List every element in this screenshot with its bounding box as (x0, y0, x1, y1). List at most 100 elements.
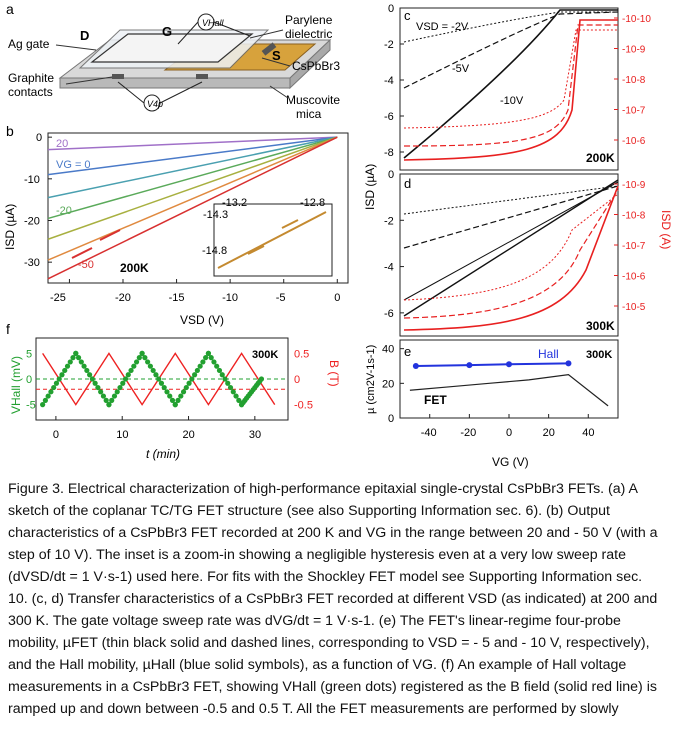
f-vhall-point (169, 397, 176, 403)
f-vhall-point (214, 363, 220, 369)
graphite-contact-2 (196, 74, 208, 79)
cd-rtick-label: -10-6 (622, 136, 646, 147)
b-xtick-label: -5 (276, 292, 286, 304)
d-black-solid (403, 179, 619, 317)
e-hall-point (506, 361, 512, 368)
e-fet-label: FET (424, 393, 447, 407)
b-xtick-label: -15 (169, 292, 185, 304)
b-temp: 200K (120, 261, 149, 275)
f-vhall-point (78, 359, 84, 365)
v4p-wire-2 (159, 81, 203, 104)
b-label-m20: -20 (56, 205, 72, 217)
b-inset-arrow-2 (281, 219, 299, 229)
f-vhall-point (40, 402, 46, 408)
f-vhall-point (172, 402, 178, 408)
f-vhall-point (51, 384, 57, 391)
c-ticks: 0 -2 -4 -6 -8 -10-10 -10-9 -10-8 -10-7 -10-6 (384, 3, 651, 159)
b-xtick-label: 0 (334, 292, 340, 304)
b-series-line (47, 136, 338, 151)
f-xlabel: t (min) (146, 447, 180, 461)
e-ytick-label: 0 (388, 413, 394, 425)
caption-line: sketch of the coplanar TC/TG FET structu… (8, 503, 610, 519)
caption-line: characteristics of a CsPbBr3 FET recorde… (8, 525, 658, 541)
b-inset-line (217, 211, 327, 269)
muscovite-label-2: mica (296, 107, 322, 121)
cd-rtick-label: -10-7 (622, 241, 646, 252)
c-red-dashed (403, 24, 618, 147)
panel-d: d 300K 0 -2 -4 -6 -10-9 -10-8 -10-7 -10-6 -10-5 (384, 169, 646, 337)
panel-a-letter: a (6, 1, 14, 17)
cd-ylabel-right: ISD (A) (659, 210, 673, 249)
e-temp: 300K (586, 349, 612, 361)
e-hall-point (466, 362, 473, 369)
cd-ytick-label: 0 (388, 3, 394, 15)
muscovite-label-1: Muscovite (286, 93, 340, 107)
b-series-line (47, 136, 338, 176)
f-series (36, 350, 288, 408)
e-hall-point (412, 363, 419, 369)
panel-b: b -20 -15 -10 -5 00-10-20-30 20 VG = 0 -20 -… (3, 123, 349, 327)
f-vhall-point (103, 397, 109, 403)
vhall-wire (213, 21, 251, 37)
b-xtick-label: -20 (115, 292, 131, 304)
cd-rtick-label: -10-8 (622, 75, 646, 86)
d-red-solid (403, 185, 619, 331)
g-label: G (162, 24, 172, 39)
f-vhall-point (203, 355, 209, 361)
f-vhall-point (128, 367, 134, 374)
e-ytick-label: 40 (382, 344, 394, 356)
caption-line: ramped up and down between -0.5 and 0.5 … (8, 701, 619, 717)
cd-rtick-label: -10-8 (622, 211, 646, 222)
e-series (409, 360, 609, 407)
f-vhall-point (258, 376, 265, 382)
cd-ytick-label: -6 (384, 111, 394, 123)
c-vsd-label: VSD = -2V (416, 21, 469, 33)
e-hall-point (565, 360, 572, 367)
f-ylabel: VHall (mV) (9, 356, 23, 414)
f-vhall-point (114, 389, 120, 395)
panel-c-letter: c (404, 8, 411, 23)
parylene-label-2: dielectric (285, 27, 332, 41)
f-vhall-point (98, 389, 104, 395)
f-vhall-point (62, 367, 68, 374)
cd-rtick-label: -10-9 (622, 45, 646, 56)
c-temp: 200K (586, 151, 615, 165)
e-xlabel: VG (V) (492, 455, 529, 469)
f-vhall-point (67, 359, 73, 365)
b-xlabel: VSD (V) (180, 313, 224, 327)
ag-gate (90, 33, 254, 63)
mica-side-right (289, 38, 331, 90)
parylene-pointer (249, 29, 284, 39)
ag-gate-pointer (55, 44, 97, 51)
b-annotation: -14.3 (203, 209, 228, 221)
figure-caption: Figure 3. Electrical characterization of… (8, 478, 684, 720)
b-series-line (47, 136, 338, 280)
muscovite-pointer (269, 85, 289, 99)
b-ylabel: ISD (µA) (3, 204, 17, 250)
caption-line: 300 K. The gate voltage sweep rate was d… (8, 613, 621, 629)
panel-d-frame (399, 173, 619, 337)
f-vhall-point (233, 393, 239, 399)
b-annotations: -13.2-14.3 -12.8 -14.8 (202, 197, 325, 257)
panel-b-lines (47, 136, 338, 280)
f-vhall-point (48, 389, 54, 395)
v4p-label: V4p (147, 99, 163, 109)
cd-ytick-label: -2 (384, 39, 394, 51)
f-vhall-point (95, 384, 101, 391)
f-vhall-point (147, 363, 153, 369)
figure-3: a VHall V4p Ag gate D G S Parylene diele… (3, 1, 673, 469)
f-vhall-point (84, 367, 90, 374)
d-black-dashed (403, 185, 619, 249)
c-5v-label: -5V (452, 63, 470, 75)
f-vhall-point (131, 363, 137, 369)
cd-ytick-label: -8 (384, 147, 394, 159)
e-ytick-label: 20 (382, 378, 394, 390)
panel-a: a VHall V4p Ag gate D G S Parylene diele… (6, 1, 340, 121)
f-vhall-point (133, 359, 140, 365)
caption-line: 10. (c, d) Transfer characteristics of a… (8, 591, 658, 607)
b-label-vg0: VG = 0 (56, 159, 91, 171)
b-inset-arrow-1 (247, 245, 265, 255)
panel-b-frame (47, 132, 349, 284)
f-vhall-point (106, 402, 112, 408)
f-rtick-label: -0.5 (294, 400, 313, 412)
